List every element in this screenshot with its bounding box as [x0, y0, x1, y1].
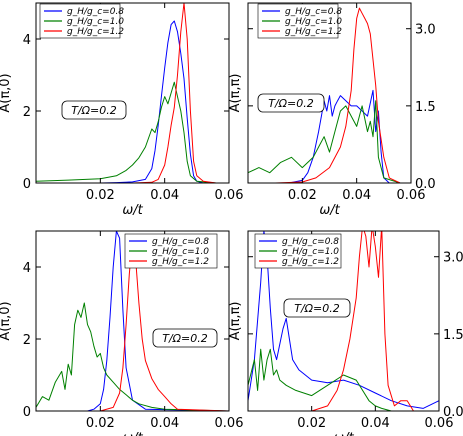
x-tick-label: 0.02 — [297, 416, 326, 431]
legend-label-3: g_H/g_c=1.2 — [282, 257, 339, 267]
series-line-1 — [36, 20, 229, 183]
legend: g_H/g_c=0.8g_H/g_c=1.0g_H/g_c=1.2 — [124, 233, 218, 269]
annotation-text: T/Ω=0.2 — [162, 332, 208, 345]
series-line-3 — [248, 231, 439, 411]
y-tick-label: 0 — [23, 405, 31, 420]
x-tick-label: 0.04 — [342, 188, 371, 203]
x-axis-label: ω/t — [319, 203, 340, 218]
legend: g_H/g_c=0.8g_H/g_c=1.0g_H/g_c=1.2 — [39, 3, 124, 39]
chart-panel-bottom-left: 0.02 0.04 0.06 0 2 4 ω/t A(π,0) T/Ω=0.2 g_H/g_c=0… — [0, 230, 244, 436]
series-line-2 — [36, 302, 229, 411]
legend-label-3: g_H/g_c=1.2 — [152, 257, 209, 267]
annotation-box — [152, 328, 218, 348]
legend-label-2: g_H/g_c=1.0 — [285, 17, 342, 27]
series-line-2 — [248, 100, 411, 183]
y-tick-label: 3.0 — [443, 251, 463, 266]
x-tick-label: 0.06 — [215, 416, 244, 431]
legend-label-3: g_H/g_c=1.2 — [285, 27, 342, 37]
series-line-2 — [36, 81, 229, 183]
annotation-text: T/Ω=0.2 — [268, 97, 314, 110]
legend: g_H/g_c=0.8g_H/g_c=1.0g_H/g_c=1.2 — [257, 3, 342, 39]
plot-frame — [35, 2, 230, 184]
x-tick-label: 0.02 — [86, 416, 115, 431]
x-axis-label: ω/t — [122, 203, 143, 218]
legend-label-2: g_H/g_c=1.0 — [282, 247, 339, 257]
y-tick-label: 4 — [23, 261, 31, 276]
plot-frame — [247, 2, 412, 184]
legend-label-3: g_H/g_c=1.2 — [67, 27, 124, 37]
series-line-2 — [248, 348, 439, 411]
y-tick-label: 0 — [23, 177, 31, 192]
y-tick-label: 2 — [23, 105, 31, 120]
y-axis-label: A(π,π) — [228, 302, 243, 341]
annotation-text: T/Ω=0.2 — [71, 104, 117, 117]
legend: g_H/g_c=0.8g_H/g_c=1.0g_H/g_c=1.2 — [254, 233, 342, 269]
series-group — [248, 7, 411, 183]
x-tick-label: 0.04 — [361, 416, 390, 431]
series-line-1 — [36, 231, 229, 411]
y-axis-label: A(π,0) — [0, 73, 13, 112]
legend-label-1: g_H/g_c=0.8 — [282, 237, 339, 247]
legend-label-1: g_H/g_c=0.8 — [152, 237, 209, 247]
y-tick-label: 1.5 — [415, 100, 436, 115]
x-tick-label: 0.02 — [288, 188, 317, 203]
chart-panel-top-left: 0.02 0.04 0.06 0 2 4 ω/t A(π,0) T/Ω=0.2 g_H/g_c=0… — [0, 2, 244, 218]
legend-label-2: g_H/g_c=1.0 — [67, 17, 124, 27]
chart-panel-top-right: 0.02 0.04 0.060.0 1.5 3.0 ω/t A(π,π) T/Ω=0.2 g_H… — [228, 2, 436, 218]
annotation-box — [61, 100, 127, 120]
annotation-text: T/Ω=0.2 — [294, 302, 340, 315]
series-group — [36, 231, 229, 411]
chart-panel-bottom-right: 0.02 0.04 0.060.0 1.5 3.0 ω/t A(π,π) T/Ω=0.2 g_H… — [228, 230, 463, 436]
annotation-box — [257, 93, 325, 113]
x-tick-label: 0.06 — [397, 188, 426, 203]
y-tick-label: 2 — [23, 333, 31, 348]
y-tick-label: 1.5 — [443, 328, 463, 343]
series-group — [36, 3, 229, 183]
y-tick-label: 0.0 — [443, 405, 463, 420]
series-line-3 — [36, 237, 229, 411]
series-line-3 — [248, 7, 411, 183]
x-tick-label: 0.06 — [425, 416, 454, 431]
legend-label-1: g_H/g_c=0.8 — [285, 7, 342, 17]
plot-frame — [35, 230, 230, 412]
y-tick-label: 4 — [23, 33, 31, 48]
x-tick-label: 0.06 — [215, 188, 244, 203]
plot-frame — [247, 230, 440, 412]
y-axis-label: A(π,π) — [228, 74, 243, 113]
y-tick-label: 0.0 — [415, 177, 436, 192]
annotation-box — [283, 298, 351, 318]
legend-label-1: g_H/g_c=0.8 — [67, 7, 124, 17]
y-tick-label: 3.0 — [415, 23, 436, 38]
x-tick-label: 0.02 — [86, 188, 115, 203]
x-tick-label: 0.04 — [150, 416, 179, 431]
x-tick-label: 0.04 — [150, 188, 179, 203]
legend-label-2: g_H/g_c=1.0 — [152, 247, 209, 257]
x-axis-label: ω/t — [122, 431, 143, 436]
x-axis-label: ω/t — [333, 431, 354, 436]
y-axis-label: A(π,0) — [0, 301, 13, 340]
series-line-3 — [36, 3, 229, 183]
